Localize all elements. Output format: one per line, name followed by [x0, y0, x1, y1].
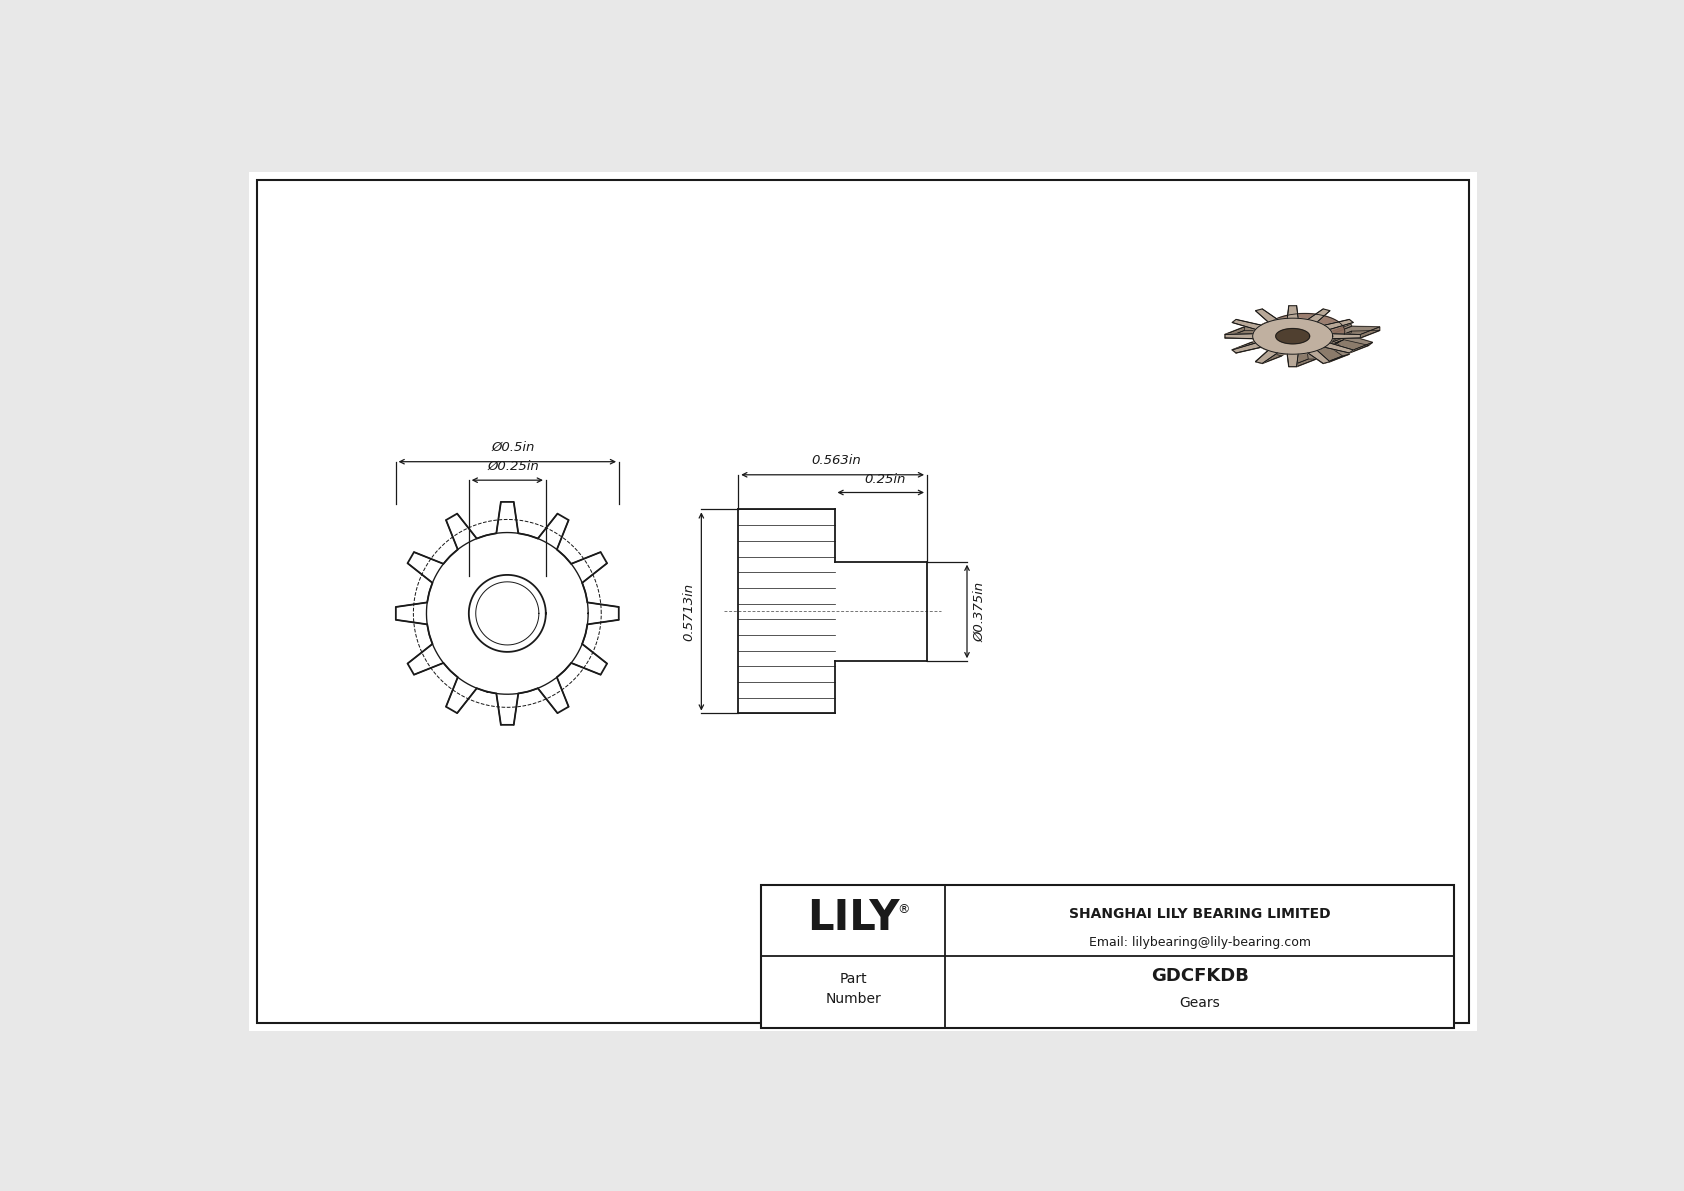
Polygon shape [1253, 313, 1346, 342]
Text: Email: lilybearing@lily-bearing.com: Email: lilybearing@lily-bearing.com [1090, 936, 1310, 949]
Polygon shape [1256, 343, 1288, 362]
Polygon shape [1297, 347, 1317, 367]
Polygon shape [1263, 345, 1297, 363]
Polygon shape [1224, 330, 1273, 338]
Polygon shape [1303, 345, 1327, 354]
Polygon shape [1330, 333, 1351, 343]
Text: 0.5713in: 0.5713in [682, 582, 695, 641]
Text: Ø0.375in: Ø0.375in [973, 581, 987, 642]
Polygon shape [1283, 347, 1307, 354]
Polygon shape [1298, 347, 1322, 354]
Polygon shape [1317, 342, 1340, 350]
Polygon shape [1233, 336, 1275, 350]
Polygon shape [1256, 354, 1282, 363]
Text: Part
Number: Part Number [825, 972, 881, 1006]
Polygon shape [1224, 326, 1273, 335]
Text: Gears: Gears [1179, 997, 1221, 1010]
Polygon shape [1253, 318, 1332, 354]
Polygon shape [1332, 326, 1379, 335]
Text: 0.25in: 0.25in [864, 473, 906, 486]
Polygon shape [1332, 324, 1352, 333]
Polygon shape [1332, 331, 1352, 341]
Polygon shape [1349, 342, 1372, 353]
Polygon shape [1265, 342, 1288, 350]
Polygon shape [1324, 354, 1349, 363]
Text: Ø0.5in: Ø0.5in [492, 441, 536, 454]
Bar [761, 885, 1455, 1028]
Text: Ø0.25in: Ø0.25in [488, 460, 539, 473]
Text: ®: ® [898, 903, 909, 916]
Polygon shape [1332, 330, 1379, 338]
Text: LILY: LILY [807, 897, 899, 939]
Polygon shape [1288, 358, 1315, 367]
Polygon shape [1236, 339, 1280, 353]
Polygon shape [1253, 331, 1273, 341]
Polygon shape [1330, 336, 1372, 350]
Polygon shape [1317, 343, 1349, 362]
Text: SHANGHAI LILY BEARING LIMITED: SHANGHAI LILY BEARING LIMITED [1069, 906, 1330, 921]
Polygon shape [1233, 342, 1256, 353]
Polygon shape [1287, 347, 1308, 367]
Polygon shape [1255, 333, 1275, 343]
Polygon shape [1322, 339, 1344, 349]
Polygon shape [1261, 339, 1283, 349]
Polygon shape [1308, 345, 1342, 363]
Polygon shape [1324, 339, 1369, 353]
Polygon shape [1278, 345, 1302, 354]
Text: GDCFKDB: GDCFKDB [1150, 967, 1248, 985]
Polygon shape [1361, 326, 1379, 338]
Polygon shape [1224, 306, 1361, 367]
Polygon shape [1224, 326, 1244, 338]
Polygon shape [1276, 329, 1310, 344]
Polygon shape [1253, 324, 1273, 333]
Text: 0.563in: 0.563in [812, 454, 861, 467]
